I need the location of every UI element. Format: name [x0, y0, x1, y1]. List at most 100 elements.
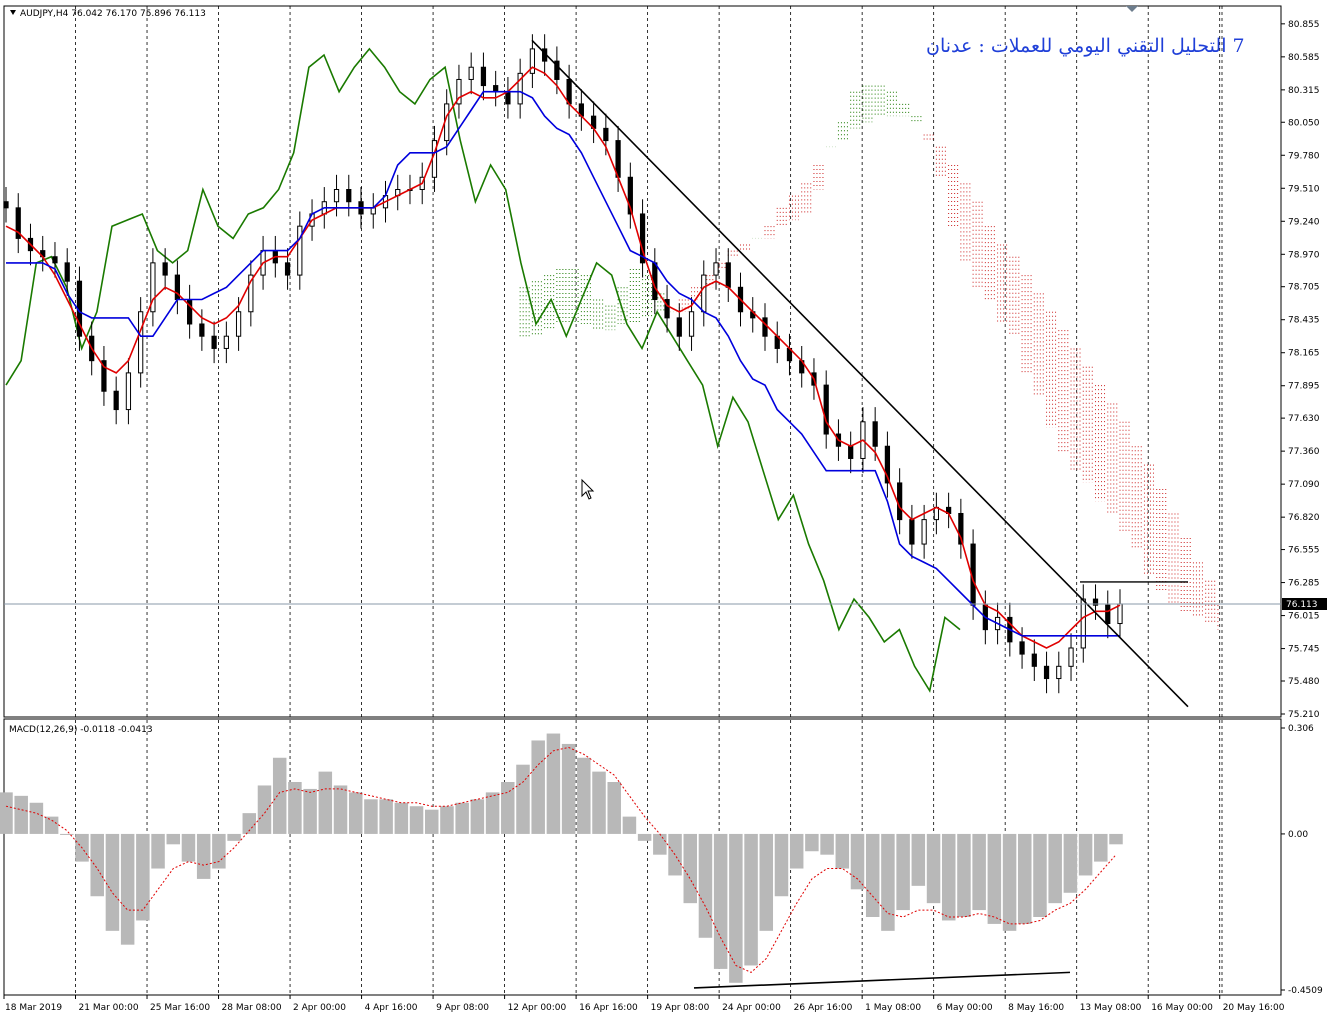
price-tick-label: 77.090 — [1288, 480, 1320, 490]
price-tick-label: 78.435 — [1288, 316, 1320, 326]
candle-body — [933, 506, 939, 521]
candle-body — [1031, 653, 1037, 667]
analysis-title: 7 التحليل التقني اليومي للعملات : عدنان — [926, 35, 1245, 57]
candle-body — [162, 262, 168, 276]
candle-body — [713, 262, 719, 276]
candle-body — [52, 256, 58, 264]
price-tick-label: 76.015 — [1288, 612, 1320, 622]
macd-bar — [409, 806, 424, 834]
macd-bar — [577, 757, 591, 834]
macd-bar — [805, 833, 819, 852]
price-tick-label: 79.510 — [1288, 184, 1320, 194]
candle-body — [688, 311, 695, 337]
candle-body — [627, 176, 633, 215]
time-tick-label: 28 Mar 08:00 — [222, 1003, 282, 1013]
macd-bar — [364, 799, 378, 834]
macd-bar — [850, 833, 865, 890]
macd-bar — [637, 833, 652, 841]
candle-body — [1019, 641, 1025, 655]
candlesticks — [3, 34, 1123, 694]
macd-bar — [379, 799, 393, 834]
candle-body — [701, 274, 707, 313]
candle-body — [480, 66, 487, 87]
macd-bar — [136, 833, 150, 921]
macd-bar — [288, 781, 302, 834]
time-tick-label: 19 Apr 08:00 — [651, 1003, 710, 1013]
chikou-line — [5, 47, 961, 693]
scroll-marker-icon[interactable] — [1126, 6, 1138, 12]
current-price-box — [1282, 598, 1327, 610]
time-tick-label: 9 Apr 08:00 — [436, 1003, 489, 1013]
macd-bar — [1109, 833, 1123, 845]
candle-body — [468, 66, 474, 80]
macd-bar — [1063, 833, 1078, 893]
macd-bar — [941, 833, 956, 921]
time-tick-label: 13 May 08:00 — [1080, 1003, 1142, 1013]
macd-bar — [896, 833, 910, 911]
macd-bar — [105, 833, 120, 931]
price-tick-label: 80.315 — [1288, 86, 1320, 96]
candle-body — [872, 421, 878, 447]
price-tick-label: 79.780 — [1288, 151, 1320, 161]
candle-body — [1068, 647, 1074, 667]
candle-body — [884, 445, 891, 484]
candle-body — [15, 207, 21, 239]
candle-body — [150, 262, 156, 313]
candle-body — [456, 78, 462, 105]
price-tick-label: 77.895 — [1288, 382, 1320, 392]
time-tick-label: 2 Apr 00:00 — [293, 1003, 346, 1013]
candle-body — [848, 445, 854, 459]
macd-bar — [957, 833, 971, 917]
candle-body — [529, 48, 536, 74]
macd-bar — [592, 771, 606, 834]
kijun-line — [6, 90, 1120, 637]
macd-bar — [972, 833, 986, 911]
symbol-dropdown-icon[interactable] — [10, 10, 16, 15]
macd-label: MACD(12,26,9) -0.0118 -0.0413 — [9, 725, 153, 735]
macd-bar — [789, 833, 804, 869]
macd-bar — [546, 733, 561, 834]
macd-bar — [455, 802, 469, 834]
macd-bar — [759, 833, 774, 931]
macd-bar — [1033, 833, 1047, 917]
candle-body — [101, 360, 107, 392]
macd-bar — [683, 833, 697, 904]
macd-bar — [242, 813, 257, 834]
candle-body — [1117, 603, 1123, 625]
macd-bar — [333, 785, 348, 834]
macd-bar — [1018, 833, 1032, 924]
trendlines — [531, 39, 1189, 708]
tenkan-sen — [5, 66, 1121, 649]
macd-tick-label: 0.306 — [1288, 724, 1314, 734]
macd-bar — [1094, 833, 1108, 862]
price-tick-label: 80.050 — [1288, 118, 1320, 128]
macd-bar — [653, 833, 667, 855]
candle-body — [284, 262, 291, 276]
time-tick-label: 20 May 16:00 — [1223, 1003, 1285, 1013]
candle-body — [223, 335, 229, 349]
time-tick-label: 4 Apr 16:00 — [365, 1003, 418, 1013]
candle-body — [370, 207, 376, 215]
macd-bar — [698, 833, 713, 938]
macd-bar — [166, 833, 181, 845]
candle-body — [297, 225, 303, 276]
macd-bar — [501, 781, 515, 834]
macd-bar — [181, 833, 196, 862]
macd-bar — [622, 816, 637, 834]
price-tick-label: 80.585 — [1288, 53, 1320, 63]
candle-body — [1043, 665, 1050, 680]
price-tick-label: 76.285 — [1288, 579, 1320, 589]
candle-body — [64, 262, 70, 282]
macd-bar — [1078, 833, 1093, 876]
time-tick-label: 26 Apr 16:00 — [794, 1003, 853, 1013]
price-tick-label: 76.820 — [1288, 513, 1320, 523]
kijun-sen — [6, 90, 1120, 637]
candle-body — [725, 262, 731, 288]
candle-body — [125, 372, 132, 411]
ichimoku-cloud — [519, 85, 1219, 630]
time-tick-label: 24 Apr 00:00 — [722, 1003, 781, 1013]
macd-bar — [820, 833, 834, 855]
signal-line — [5, 746, 1117, 973]
